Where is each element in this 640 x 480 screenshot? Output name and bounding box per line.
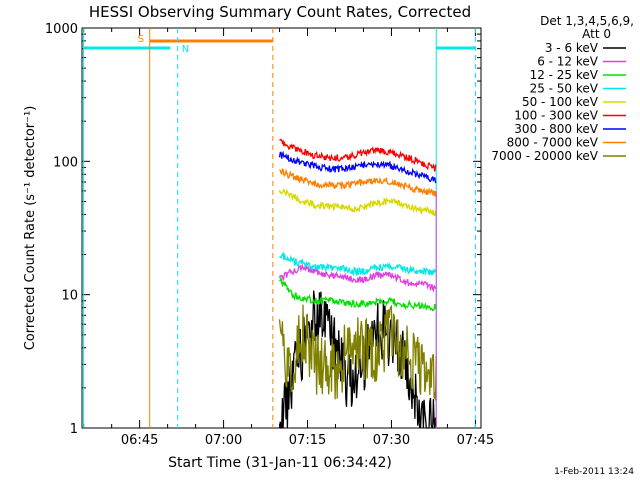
y-tick-label: 100 [53,155,78,170]
series-line [279,138,437,172]
x-tick-label: 06:45 [121,433,158,448]
legend-label: 800 - 7000 keV [507,136,599,150]
saa-flag-label: S [138,34,144,45]
plot-timestamp: 1-Feb-2011 13:24 [554,467,634,477]
series-line [279,168,437,197]
x-tick-label: 07:45 [457,433,494,448]
series-line [278,150,437,184]
legend-label: 300 - 800 keV [514,122,598,136]
series-line [278,304,437,401]
y-tick-label: 1 [70,422,78,437]
series-line [278,275,437,312]
y-tick-label: 1000 [45,22,78,37]
series-line [278,290,437,429]
plot-area: 1 10 100 1000 06:45 07:00 07:15 07:30 07:45 S N [45,22,494,448]
legend-header-line-1: Det 1,3,4,5,6,9, [540,14,634,28]
legend-label: 12 - 25 keV [530,68,599,82]
x-axis-label: Start Time (31-Jan-11 06:34:42) [168,455,392,471]
legend-label: 6 - 12 keV [537,55,599,69]
chart-title: HESSI Observing Summary Count Rates, Cor… [89,3,471,21]
legend-label: 7000 - 20000 keV [491,149,598,163]
series-line [278,187,437,217]
y-tick-label: 10 [61,289,78,304]
legend-label: 3 - 6 keV [545,41,599,55]
legend-label: 50 - 100 keV [522,95,599,109]
legend-label: 25 - 50 keV [530,82,599,96]
x-tick-label: 07:30 [373,433,410,448]
series-line [279,251,437,277]
legend-label: 100 - 300 keV [514,109,598,123]
legend-header-line-2: Att 0 [582,27,611,41]
x-tick-label: 07:00 [205,433,242,448]
x-tick-label: 07:15 [289,433,326,448]
y-axis-label: Corrected Count Rate (s⁻¹ detector⁻¹) [23,106,38,351]
night-flag-label: N [182,44,189,55]
